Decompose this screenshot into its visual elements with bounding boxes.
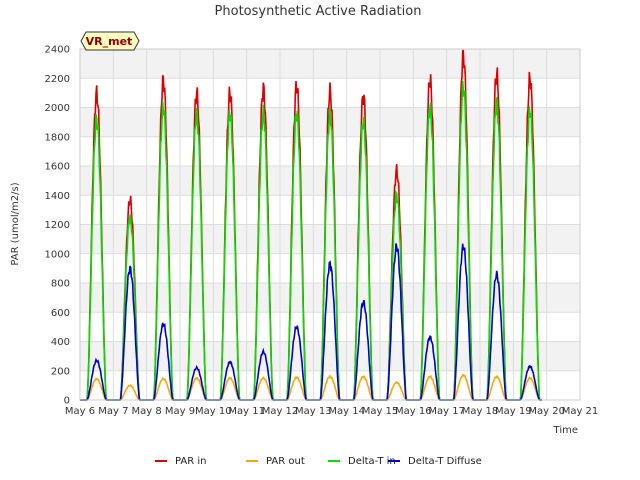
legend: PAR in PAR out Delta-T in Delta-T Diffuse (155, 456, 482, 467)
plot-band (80, 224, 580, 254)
legend-label: PAR out (266, 456, 305, 467)
x-tick-label: May 17 (428, 406, 465, 417)
x-tick-label: May 20 (528, 406, 565, 417)
plot-band (80, 136, 580, 166)
plot-band (80, 195, 580, 225)
y-tick-label: 1600 (45, 162, 70, 173)
x-tick-label: May 14 (328, 406, 365, 417)
y-tick-label: 0 (64, 396, 70, 407)
x-tick-label: May 18 (462, 406, 499, 417)
plot-frame (79, 48, 581, 401)
x-tick-label: May 21 (562, 406, 599, 417)
x-tick-label: May 13 (295, 406, 332, 417)
x-tick-label: May 12 (262, 406, 299, 417)
site-badge: VR_met (80, 31, 140, 51)
plot-band (80, 283, 580, 313)
plot-band (80, 341, 580, 371)
badge-shape (80, 31, 140, 51)
x-tick-label: May 19 (495, 406, 532, 417)
y-tick-label: 400 (51, 337, 70, 348)
plot-band (80, 312, 580, 342)
x-tick-label: May 8 (132, 406, 162, 417)
x-tick-label: May 7 (98, 406, 128, 417)
x-axis-label: Time (553, 425, 578, 436)
x-tick-label: May 10 (195, 406, 232, 417)
y-tick-label: 800 (51, 279, 70, 290)
legend-label: PAR in (175, 456, 206, 467)
x-tick-label: May 9 (165, 406, 195, 417)
y-tick-label: 1800 (45, 132, 70, 143)
badge-label: VR_met (86, 35, 133, 48)
y-tick-label: 200 (51, 366, 70, 377)
legend-label: Delta-T in (348, 456, 396, 467)
legend-label: Delta-T Diffuse (408, 456, 482, 467)
y-axis-tick-labels: 0 200 400 600 800 1000 1200 1400 1600 1800 2000 220… (45, 45, 70, 407)
x-tick-label: May 15 (362, 406, 399, 417)
y-tick-label: 600 (51, 308, 70, 319)
plot-band (80, 166, 580, 196)
y-tick-label: 2200 (45, 74, 70, 85)
x-tick-label: May 6 (65, 406, 95, 417)
y-tick-label: 1400 (45, 191, 70, 202)
chart-title: Photosynthetic Active Radiation (215, 4, 422, 19)
y-tick-label: 2000 (45, 103, 70, 114)
y-tick-label: 1200 (45, 220, 70, 231)
plot-band (80, 49, 580, 79)
x-tick-label: May 11 (228, 406, 265, 417)
y-tick-label: 2400 (45, 45, 70, 56)
y-axis-label: PAR (umol/m2/s) (10, 182, 21, 265)
y-tick-label: 1000 (45, 249, 70, 260)
x-tick-label: May 16 (395, 406, 432, 417)
